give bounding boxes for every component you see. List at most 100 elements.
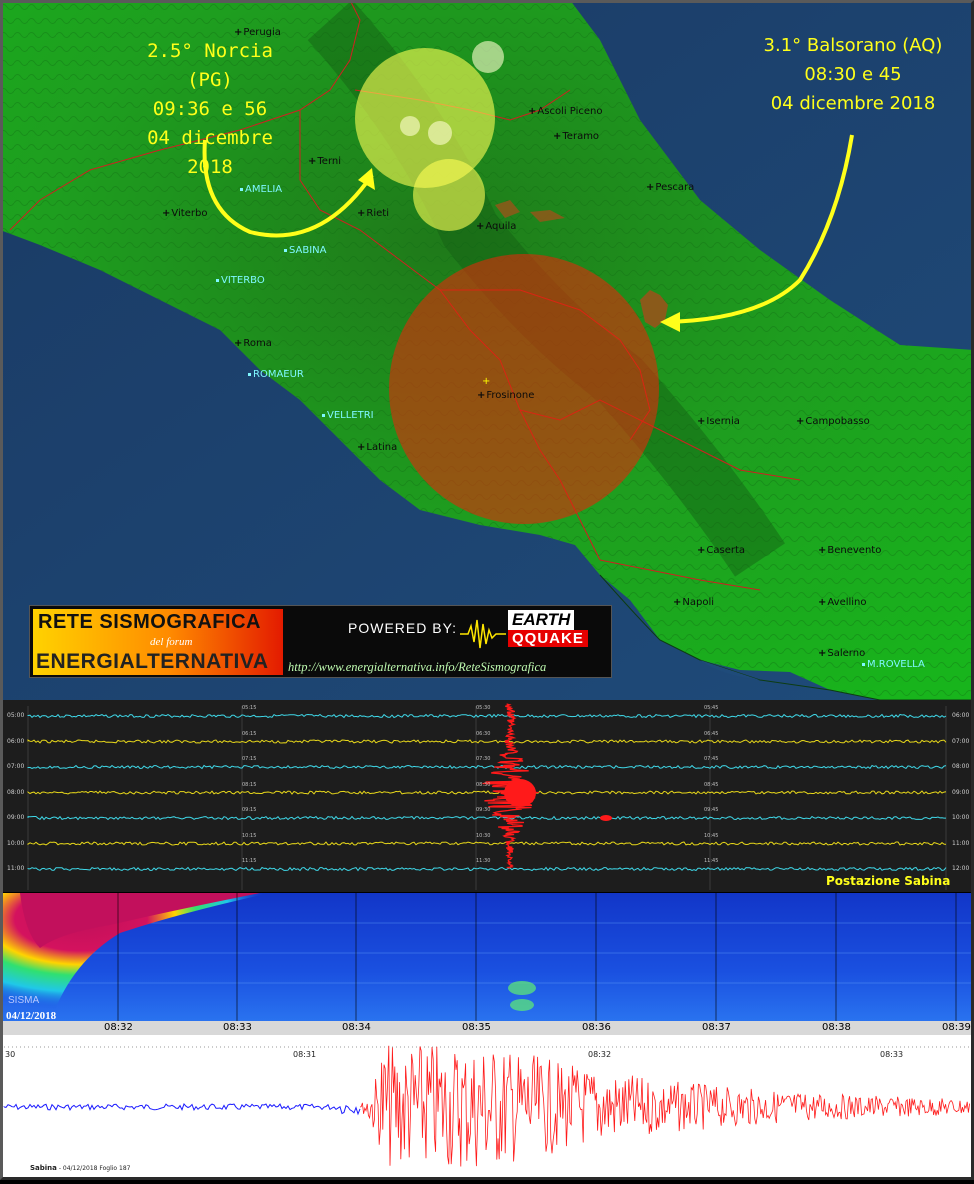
banner-url[interactable]: http://www.energialternativa.info/ReteSi…: [288, 660, 547, 674]
helicorder-mid-time: 07:30: [476, 756, 491, 762]
footer-text: - 04/12/2018 Foglio 187: [58, 1165, 131, 1172]
city-salerno: +Salerno: [818, 648, 866, 659]
seismic-map: + +Perugia +Ascoli Piceno +Teramo +Terni…: [0, 0, 974, 701]
spec-tick: 08:34: [342, 1022, 371, 1033]
helicorder-mid-time: 11:15: [242, 858, 257, 864]
balsorano-quake-label: 3.1° Balsorano (AQ) 08:30 e 45 04 dicemb…: [748, 31, 958, 118]
helicorder-event-burst: [482, 703, 539, 869]
helicorder-right-time: 12:00: [952, 865, 970, 872]
helicorder-mid-time: 05:30: [476, 705, 491, 711]
helicorder-right-time: 10:00: [952, 814, 970, 821]
helicorder-mid-time: 10:45: [704, 832, 719, 839]
city-viterbo: +Viterbo: [162, 208, 208, 219]
city-teramo: +Teramo: [553, 131, 600, 142]
banner-title: RETE SISMOGRAFICA: [38, 611, 261, 633]
norcia-date: 04 dicembre 2018: [147, 127, 273, 178]
helicorder-mid-time: 11:45: [704, 858, 719, 864]
spectrogram-date: 04/12/2018: [6, 1010, 57, 1022]
helicorder-mid-time: 09:45: [704, 807, 719, 813]
helicorder-left-time: 05:00: [7, 712, 25, 719]
brand-qquake: QQUAKE: [508, 630, 588, 647]
norcia-influence-circle: [355, 48, 495, 188]
norcia-quake-label: 2.5° Norcia (PG) 09:36 e 56 04 dicembre …: [120, 37, 300, 182]
spec-tick: 08:37: [702, 1022, 731, 1033]
helicorder-right-time: 07:00: [952, 737, 970, 745]
helicorder-right-time: 06:00: [952, 712, 970, 719]
helicorder-trace-line: [27, 764, 947, 770]
spec-tick: 08:33: [223, 1022, 252, 1033]
spec-tick: 08:38: [822, 1022, 851, 1033]
spectrogram-sisma-label: SISMA: [8, 995, 40, 1006]
city-campobasso: +Campobasso: [796, 416, 870, 427]
helicorder-trace-line: [27, 713, 947, 719]
balsorano-date: 04 dicembre 2018: [770, 93, 936, 114]
banner-logo: [33, 609, 283, 675]
helicorder-trace-line: [27, 790, 947, 795]
station-romaeur: ROMAEUR: [248, 369, 304, 380]
powered-by-label: POWERED BY:: [348, 620, 458, 636]
station-velletri: VELLETRI: [322, 410, 374, 421]
city-avellino: +Avellino: [818, 597, 867, 608]
trace-tick: 08:31: [293, 1050, 317, 1059]
city-benevento: +Benevento: [818, 545, 882, 556]
helicorder-mid-time: 11:30: [476, 858, 491, 864]
city-caserta: +Caserta: [697, 545, 746, 556]
city-isernia: +Isernia: [697, 416, 740, 427]
helicorder-traces: [27, 703, 947, 890]
spectrogram-time-axis: 08:32 08:33 08:34 08:35 08:36 08:37 08:3…: [0, 1021, 974, 1035]
helicorder-event-small: [600, 815, 612, 821]
helicorder-mid-time: 10:15: [242, 832, 257, 839]
balsorano-magnitude: 3.1° Balsorano (AQ): [763, 35, 943, 56]
map-graphic: +: [0, 0, 974, 701]
helicorder-left-time: 06:00: [7, 737, 25, 745]
trace-tick: 08:33: [880, 1050, 904, 1059]
norcia-time: 09:36 e 56: [152, 98, 268, 120]
spec-tick: 08:32: [104, 1022, 133, 1033]
spectrogram-graphic: [0, 893, 974, 1023]
helicorder-mid-time: 06:45: [704, 730, 719, 737]
svg-text:+: +: [482, 376, 490, 387]
station-viterbo: VITERBO: [216, 275, 265, 286]
trace-footer: Sabina - 04/12/2018 Foglio 187: [30, 1164, 130, 1172]
balsorano-time: 08:30 e 45: [804, 64, 902, 85]
helicorder-trace-line: [27, 866, 947, 872]
city-roma: +Roma: [234, 338, 272, 349]
station-sabina: SABINA: [284, 245, 327, 256]
helicorder-mid-time: 07:45: [704, 756, 719, 762]
helicorder-trace-line: [27, 739, 947, 744]
trace-graphic: [0, 1045, 974, 1167]
city-napoli: +Napoli: [673, 597, 715, 608]
helicorder-mid-time: 07:15: [242, 756, 257, 762]
city-perugia: +Perugia: [234, 27, 281, 38]
helicorder-mid-time: 06:30: [476, 730, 491, 737]
helicorder-trace-line: [27, 815, 946, 821]
seismograph-wave-icon: [460, 619, 506, 649]
footer-station: Sabina: [30, 1164, 57, 1172]
helicorder-right-time: 08:00: [952, 763, 970, 770]
helicorder-left-time: 09:00: [7, 814, 25, 821]
helicorder-mid-time: 08:15: [242, 781, 257, 788]
helicorder-left-time: 10:00: [7, 839, 25, 847]
station-amelia: AMELIA: [240, 184, 282, 195]
helicorder-event-peak: [504, 779, 536, 807]
spectrogram: [0, 893, 974, 1023]
banner-name: ENERGIALTERNATIVA: [36, 650, 269, 673]
spec-tick: 08:35: [462, 1022, 491, 1033]
helicorder-trace-line: [27, 841, 947, 846]
station-name-label: Postazione Sabina: [826, 874, 951, 888]
helicorder-mid-time: 09:30: [476, 807, 491, 813]
city-ascoli: +Ascoli Piceno: [528, 106, 603, 117]
city-rieti: +Rieti: [357, 208, 389, 219]
seismogram-trace: [0, 1035, 974, 1180]
balsorano-influence-circle: [389, 254, 659, 524]
trace-tick: 30: [5, 1050, 16, 1059]
city-pescara: +Pescara: [646, 182, 695, 193]
helicorder-left-time: 07:00: [7, 763, 25, 770]
banner-subtitle: del forum: [150, 636, 193, 648]
rete-sismografica-banner: RETE SISMOGRAFICA del forum ENERGIALTERN…: [29, 605, 612, 678]
helicorder-mid-time: 10:30: [476, 832, 491, 839]
spec-tick: 08:36: [582, 1022, 611, 1033]
helicorder-mid-time: 08:30: [476, 781, 491, 788]
brand-earth: EARTH: [508, 610, 575, 630]
trace-event: [359, 1045, 970, 1167]
